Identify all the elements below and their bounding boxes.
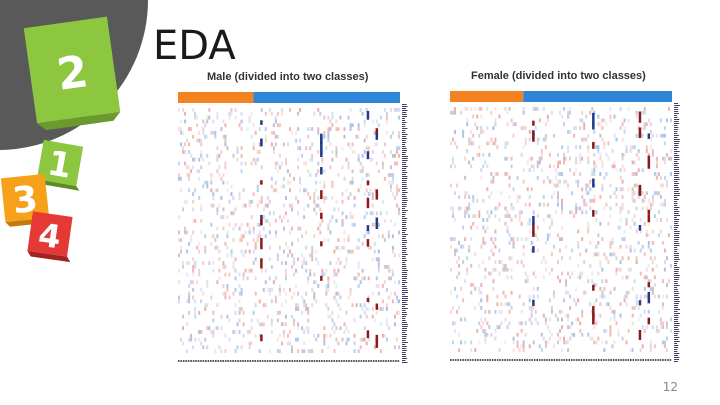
male-cells <box>178 108 400 353</box>
male-class-bar-orange <box>178 92 254 103</box>
male-heatmap <box>178 92 408 363</box>
cube-4-number: 4 <box>36 216 63 257</box>
female-panel-title: Female (divided into two classes) <box>471 70 646 82</box>
male-column-labels <box>178 360 400 362</box>
male-class-bar-blue <box>253 92 400 103</box>
female-class-bar-orange <box>450 91 524 102</box>
female-row-labels <box>674 103 680 362</box>
male-row-labels <box>402 104 408 363</box>
section-badge: 2 <box>23 16 121 131</box>
page-number: 12 <box>662 380 678 394</box>
cube-4: 4 <box>27 211 73 263</box>
section-badge-number: 2 <box>54 46 91 101</box>
cube-1: 1 <box>36 139 84 191</box>
female-heatmap <box>450 91 680 362</box>
female-cells <box>450 107 672 352</box>
section-decoration: 2 1 3 4 <box>0 0 148 263</box>
female-column-labels <box>450 359 672 361</box>
male-panel-title: Male (divided into two classes) <box>207 71 369 83</box>
female-class-bar-blue <box>523 91 672 102</box>
slide-title: EDA <box>153 23 236 69</box>
